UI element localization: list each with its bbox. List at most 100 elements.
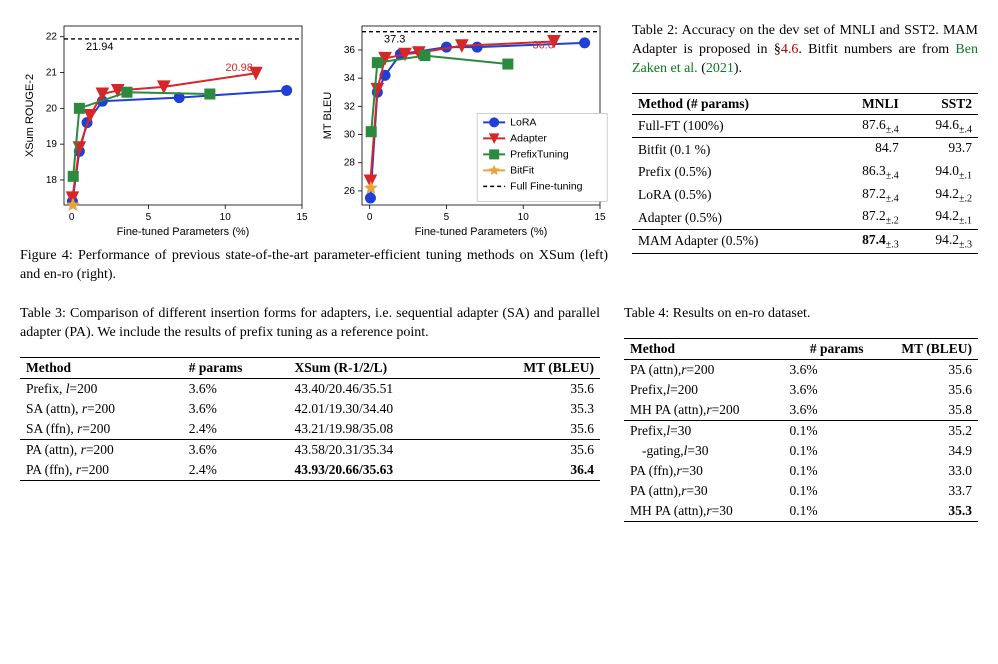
svg-text:20: 20 bbox=[46, 103, 58, 114]
svg-text:BitFit: BitFit bbox=[510, 164, 534, 176]
table3-caption: Table 3: Comparison of different inserti… bbox=[20, 305, 600, 343]
table-row: PA (attn), r=2003.6%43.58/20.31/35.3435.… bbox=[20, 439, 600, 460]
xsum-cell: 42.01/19.30/34.40 bbox=[289, 399, 467, 419]
mnli-cell: 87.2±.2 bbox=[831, 206, 904, 229]
method-cell: Prefix,l=30 bbox=[624, 420, 783, 441]
method-cell: PA (attn),r=30 bbox=[624, 481, 783, 501]
svg-text:15: 15 bbox=[594, 212, 606, 223]
svg-text:5: 5 bbox=[146, 212, 152, 223]
params-cell: 3.6% bbox=[183, 439, 289, 460]
svg-text:22: 22 bbox=[46, 32, 58, 43]
params-cell: 0.1% bbox=[783, 441, 869, 461]
svg-text:Adapter: Adapter bbox=[510, 132, 547, 144]
params-cell: 2.4% bbox=[183, 460, 289, 481]
table-row: PA (attn),r=300.1%33.7 bbox=[624, 481, 978, 501]
mt-cell: 35.8 bbox=[870, 400, 978, 421]
table-row: PA (ffn), r=2002.4%43.93/20.66/35.6336.4 bbox=[20, 460, 600, 481]
figure4-right-chart: 051015262830323436Fine-tuned Parameters … bbox=[318, 16, 608, 241]
svg-text:PrefixTuning: PrefixTuning bbox=[510, 148, 569, 160]
table3-container: Table 3: Comparison of different inserti… bbox=[20, 299, 600, 522]
method-cell: SA (ffn), r=200 bbox=[20, 419, 183, 440]
method-cell: Prefix (0.5%) bbox=[632, 161, 831, 184]
svg-text:19: 19 bbox=[46, 139, 58, 150]
table4-header: MT (BLEU) bbox=[870, 338, 978, 359]
svg-text:36: 36 bbox=[344, 45, 356, 56]
table-row: Prefix,l=300.1%35.2 bbox=[624, 420, 978, 441]
svg-text:37.3: 37.3 bbox=[384, 34, 405, 46]
table-row: -gating,l=300.1%34.9 bbox=[624, 441, 978, 461]
params-cell: 0.1% bbox=[783, 461, 869, 481]
params-cell: 0.1% bbox=[783, 481, 869, 501]
figure4-container: 0510151819202122Fine-tuned Parameters (%… bbox=[20, 16, 608, 299]
svg-text:0: 0 bbox=[69, 212, 75, 223]
mt-cell: 35.6 bbox=[870, 359, 978, 380]
table2-header: SST2 bbox=[905, 93, 978, 114]
params-cell: 2.4% bbox=[183, 419, 289, 440]
params-cell: 3.6% bbox=[783, 380, 869, 400]
table3: Method# paramsXSum (R-1/2/L)MT (BLEU)Pre… bbox=[20, 357, 600, 481]
svg-text:36.6: 36.6 bbox=[533, 40, 554, 52]
mt-cell: 35.6 bbox=[467, 419, 600, 440]
table-row: MH PA (attn),r=2003.6%35.8 bbox=[624, 400, 978, 421]
method-cell: PA (attn), r=200 bbox=[20, 439, 183, 460]
xsum-cell: 43.21/19.98/35.08 bbox=[289, 419, 467, 440]
sst2-cell: 93.7 bbox=[905, 138, 978, 161]
table3-header: MT (BLEU) bbox=[467, 357, 600, 378]
figure4-left-chart: 0510151819202122Fine-tuned Parameters (%… bbox=[20, 16, 310, 241]
svg-text:5: 5 bbox=[444, 212, 450, 223]
table4-container: Table 4: Results on en-ro dataset. Metho… bbox=[624, 299, 978, 522]
sst2-cell: 94.2±.3 bbox=[905, 230, 978, 254]
mt-cell: 35.6 bbox=[467, 439, 600, 460]
method-cell: -gating,l=30 bbox=[624, 441, 783, 461]
table4-caption: Table 4: Results on en-ro dataset. bbox=[624, 305, 978, 324]
method-cell: PA (ffn),r=30 bbox=[624, 461, 783, 481]
method-cell: Adapter (0.5%) bbox=[632, 206, 831, 229]
xsum-cell: 43.40/20.46/35.51 bbox=[289, 378, 467, 399]
mt-cell: 35.3 bbox=[870, 501, 978, 522]
section-ref[interactable]: 4.6 bbox=[781, 42, 799, 57]
mt-cell: 35.3 bbox=[467, 399, 600, 419]
method-cell: MAM Adapter (0.5%) bbox=[632, 230, 831, 254]
svg-text:MT BLEU: MT BLEU bbox=[322, 92, 334, 140]
method-cell: MH PA (attn),r=30 bbox=[624, 501, 783, 522]
mnli-cell: 84.7 bbox=[831, 138, 904, 161]
table2: Method (# params)MNLISST2Full-FT (100%)8… bbox=[632, 93, 978, 254]
citation-year[interactable]: 2021 bbox=[706, 61, 734, 76]
table3-header: XSum (R-1/2/L) bbox=[289, 357, 467, 378]
table-row: Prefix (0.5%)86.3±.494.0±.1 bbox=[632, 161, 978, 184]
method-cell: PA (attn),r=200 bbox=[624, 359, 783, 380]
table-row: MH PA (attn),r=300.1%35.3 bbox=[624, 501, 978, 522]
method-cell: LoRA (0.5%) bbox=[632, 184, 831, 207]
svg-text:Fine-tuned Parameters (%): Fine-tuned Parameters (%) bbox=[415, 226, 548, 238]
table-row: LoRA (0.5%)87.2±.494.2±.2 bbox=[632, 184, 978, 207]
sst2-cell: 94.2±.2 bbox=[905, 184, 978, 207]
params-cell: 0.1% bbox=[783, 420, 869, 441]
mnli-cell: 87.4±.3 bbox=[831, 230, 904, 254]
svg-text:XSum ROUGE-2: XSum ROUGE-2 bbox=[24, 74, 36, 157]
mnli-cell: 86.3±.4 bbox=[831, 161, 904, 184]
figure4-caption: Figure 4: Performance of previous state-… bbox=[20, 247, 608, 285]
mnli-cell: 87.2±.4 bbox=[831, 184, 904, 207]
mt-cell: 35.6 bbox=[467, 378, 600, 399]
xsum-cell: 43.93/20.66/35.63 bbox=[289, 460, 467, 481]
table-row: SA (attn), r=2003.6%42.01/19.30/34.4035.… bbox=[20, 399, 600, 419]
mt-cell: 35.6 bbox=[870, 380, 978, 400]
table3-header: # params bbox=[183, 357, 289, 378]
table2-header: Method (# params) bbox=[632, 93, 831, 114]
sst2-cell: 94.0±.1 bbox=[905, 161, 978, 184]
table4-header: Method bbox=[624, 338, 783, 359]
svg-text:10: 10 bbox=[518, 212, 530, 223]
svg-text:15: 15 bbox=[296, 212, 308, 223]
svg-text:21.94: 21.94 bbox=[86, 41, 114, 53]
method-cell: Prefix, l=200 bbox=[20, 378, 183, 399]
table2-container: Table 2: Accuracy on the dev set of MNLI… bbox=[632, 16, 978, 299]
table-row: Full-FT (100%)87.6±.494.6±.4 bbox=[632, 114, 978, 138]
svg-text:Full Fine-tuning: Full Fine-tuning bbox=[510, 180, 583, 192]
table-row: SA (ffn), r=2002.4%43.21/19.98/35.0835.6 bbox=[20, 419, 600, 440]
figure4-charts: 0510151819202122Fine-tuned Parameters (%… bbox=[20, 16, 608, 241]
svg-text:28: 28 bbox=[344, 158, 356, 169]
mt-cell: 33.0 bbox=[870, 461, 978, 481]
svg-text:21: 21 bbox=[46, 68, 58, 79]
params-cell: 3.6% bbox=[183, 378, 289, 399]
table-row: Prefix,l=2003.6%35.6 bbox=[624, 380, 978, 400]
